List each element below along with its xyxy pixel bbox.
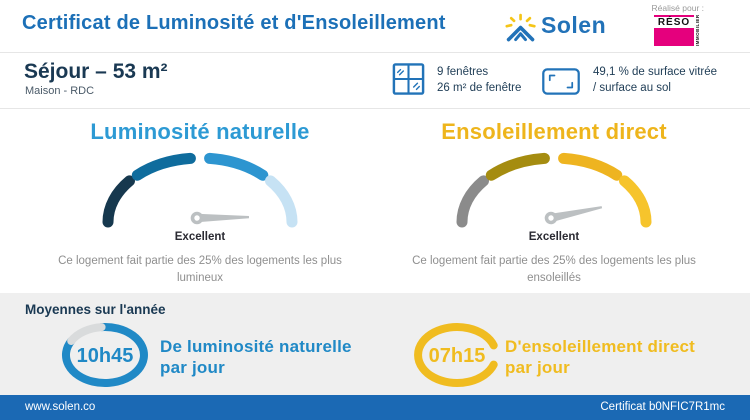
label-line-1: De luminosité naturelle [160,337,352,356]
surface-icon [542,68,580,95]
ring-rest [67,323,106,345]
ring-progress [414,323,498,387]
realized-for-label: Réalisé pour : [651,3,704,13]
gauge-luminosity [102,152,298,228]
window-icon [392,63,425,95]
gauge-description-luminosity: Ce logement fait partie des 25% des loge… [58,255,342,284]
sunshine-ring [414,323,498,387]
room-divider [0,108,750,109]
gauge-segment-1 [102,175,135,228]
windows-area: 26 m² de fenêtre [437,82,522,94]
luminosity-hours-label: De luminosité naturelle par jour [160,336,352,378]
solen-house-sun-icon [505,13,536,42]
header-divider [0,52,750,53]
glazing-stat: 49,1 % de surface vitrée / surface au so… [593,64,717,96]
footer-certificate-id: Certificat b0NFIC7R1mc [600,401,725,413]
gauge-segment-3 [204,152,269,181]
brand-name: Solen [541,12,607,38]
gauge-segment-1 [456,175,489,228]
gauge-rating-sunshine: Excellent [528,231,580,243]
gauge-rating-luminosity: Excellent [174,231,226,243]
averages-title: Moyennes sur l'année [25,302,166,317]
glazing-ratio-suffix: / surface au sol [593,82,671,94]
page-title: Certificat de Luminosité et d'Ensoleille… [22,12,446,34]
luminosity-hours-value: 10h45 [76,345,134,367]
gauge-segment-2 [131,152,196,181]
partner-logo: RÉSO IMMOBILIER [654,14,702,46]
gauge-segment-4 [619,175,652,228]
partner-logo-name: RÉSO [654,17,694,28]
ring-progress [61,323,148,387]
sunshine-hours-label: D'ensoleillement direct par jour [505,336,695,378]
gauge-sunshine [456,152,652,228]
gauge-segment-3 [558,152,623,181]
room-title: Séjour – 53 m² [24,60,168,83]
label-line-1: D'ensoleillement direct [505,337,696,356]
glazing-ratio: 49,1 % de surface vitrée [593,66,718,78]
windows-stat: 9 fenêtres 26 m² de fenêtre [437,64,521,96]
room-subtitle: Maison - RDC [25,85,95,97]
luminosity-ring [61,323,148,387]
label-line-2: par jour [505,358,570,377]
footer-bar: www.solen.co Certificat b0NFIC7R1mc [0,395,750,420]
gauge-title-sunshine: Ensoleillement direct [441,119,667,144]
sunshine-hours-value: 07h15 [428,345,486,367]
gauge-segment-2 [485,152,550,181]
label-line-2: par jour [160,358,225,377]
gauge-title-luminosity: Luminosité naturelle [90,119,310,144]
gauge-needle [190,211,250,225]
gauge-segment-4 [265,175,298,228]
footer-website-link[interactable]: www.solen.co [25,401,96,413]
windows-count: 9 fenêtres [437,66,489,78]
gauge-needle [544,206,603,225]
partner-logo-subtitle: IMMOBILIER [694,14,702,46]
gauge-description-sunshine: Ce logement fait partie des 25% des loge… [412,255,696,284]
